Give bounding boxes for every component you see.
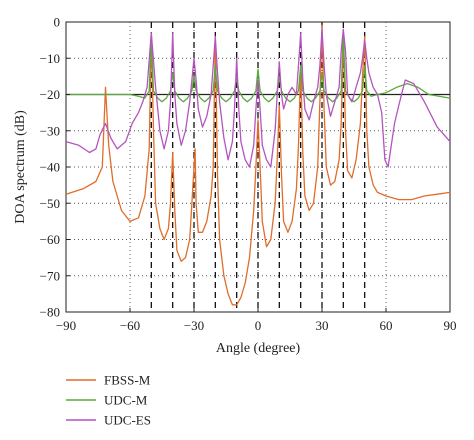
legend: FBSS-M UDC-M UDC-ES [66, 373, 151, 428]
y-tick-label: −30 [40, 123, 60, 138]
series-lines [65, 24, 451, 306]
x-tick-label: 90 [444, 318, 457, 333]
x-tick-label: 60 [380, 318, 393, 333]
y-tick-label: −80 [40, 305, 60, 320]
y-axis-ticks: 0 −10 −20 −30 −40 −50 −60 −70 −80 [40, 15, 70, 320]
legend-label: UDC-M [104, 393, 148, 408]
x-tick-label: 0 [255, 318, 262, 333]
x-tick-label: −30 [184, 318, 204, 333]
x-axis-title: Angle (degree) [216, 341, 301, 356]
x-tick-label: −60 [120, 318, 140, 333]
legend-item-udc-m: UDC-M [66, 393, 148, 408]
legend-item-fbss-m: FBSS-M [66, 373, 151, 388]
legend-item-udc-es: UDC-ES [66, 413, 151, 428]
y-tick-label: −70 [40, 268, 60, 283]
y-tick-label: −10 [40, 51, 60, 66]
y-tick-label: 0 [54, 15, 61, 30]
y-tick-label: −40 [40, 160, 60, 175]
x-axis-ticks: −90 −60 −30 0 30 60 90 [56, 308, 457, 333]
x-tick-label: 30 [316, 318, 329, 333]
series-line-fbss-m [65, 24, 451, 306]
series-line-udc-es [65, 28, 451, 168]
y-tick-label: −50 [40, 196, 60, 211]
x-tick-label: −90 [56, 318, 76, 333]
y-tick-label: −60 [40, 232, 60, 247]
legend-label: FBSS-M [104, 373, 151, 388]
legend-label: UDC-ES [104, 413, 151, 428]
y-axis-title: DOA spectrum (dB) [13, 110, 28, 224]
y-tick-label: −20 [40, 87, 60, 102]
